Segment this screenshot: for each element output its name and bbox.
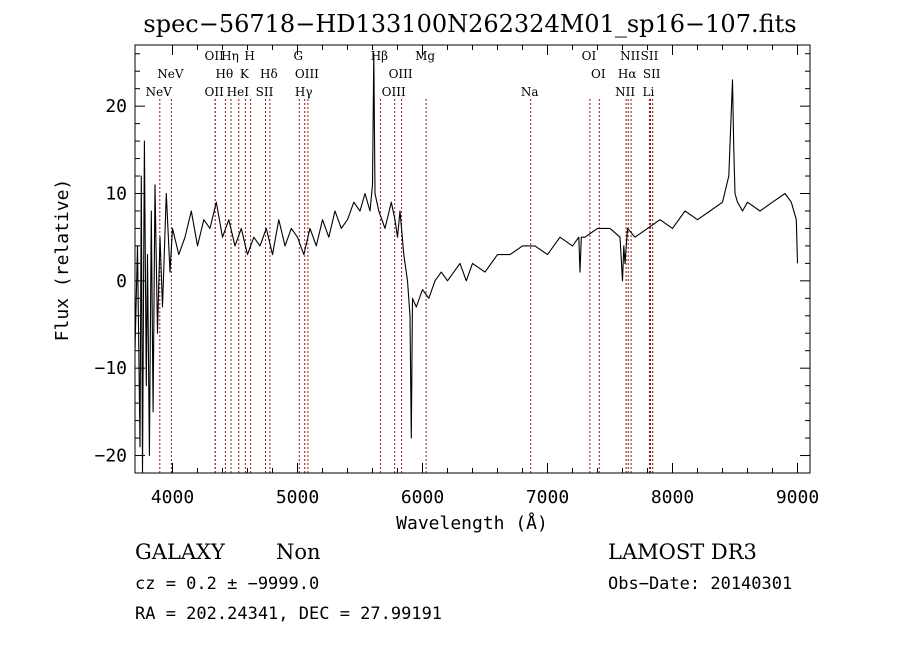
emission-line-label: NeV [146, 85, 173, 99]
emission-line-label: OI [591, 67, 606, 81]
y-axis-ticks: −20 −10 0 10 20 [94, 53, 810, 467]
emission-line-label: OIII [389, 67, 413, 81]
survey-name: LAMOST DR3 [608, 540, 757, 564]
object-subclass: Non [276, 540, 321, 564]
obs-date: Obs−Date: 20140301 [608, 574, 792, 594]
emission-line-markers [159, 99, 654, 473]
emission-line-label: OI [582, 49, 597, 63]
emission-line-labels: NeVNeVOIIOIIHηHθHKHeIHδSIIGOIIIHγHβOIIIO… [146, 49, 661, 99]
emission-line-label: Li [642, 85, 654, 99]
plot-frame [134, 44, 811, 474]
emission-line-label: HeI [227, 85, 250, 99]
emission-line-label: SII [643, 67, 661, 81]
emission-line-label: Hγ [295, 85, 313, 99]
x-tick-label: 6000 [401, 487, 444, 508]
y-tick-label: −20 [94, 446, 127, 467]
emission-line-label: OIII [382, 85, 406, 99]
y-tick-label: 10 [105, 183, 127, 204]
y-tick-label: 0 [116, 271, 127, 292]
x-tick-label: 9000 [776, 487, 819, 508]
x-axis-label: Wavelength (Å) [396, 512, 548, 534]
object-class: GALAXY [135, 540, 226, 564]
redshift-text: cz = 0.2 ± −9999.0 [135, 574, 319, 594]
emission-line-label: OIII [295, 67, 319, 81]
emission-line-label: Mg [415, 49, 435, 63]
spectrum-line [134, 53, 799, 474]
ra-dec: RA = 202.24341, DEC = 27.99191 [135, 604, 442, 624]
emission-line-label: Hα [618, 67, 637, 81]
emission-line-label: OII [205, 85, 225, 99]
emission-line-label: NII [620, 49, 640, 63]
y-tick-label: 20 [105, 96, 127, 117]
emission-line-label: OII [205, 49, 225, 63]
x-axis-ticks: 4000 5000 6000 7000 8000 9000 [151, 45, 819, 508]
emission-line-label: SII [641, 49, 659, 63]
x-tick-label: 7000 [526, 487, 569, 508]
y-tick-label: −10 [94, 358, 127, 379]
emission-line-label: Hη [221, 49, 239, 63]
emission-line-label: H [244, 49, 254, 63]
emission-line-label: Hθ [216, 67, 234, 81]
emission-line-label: NeV [157, 67, 184, 81]
x-tick-label: 8000 [651, 487, 694, 508]
emission-line-label: Hδ [260, 67, 278, 81]
emission-line-label: NII [615, 85, 635, 99]
emission-line-label: Na [521, 85, 539, 99]
x-tick-label: 5000 [276, 487, 319, 508]
y-axis-label: Flux (relative) [52, 179, 73, 342]
emission-line-label: K [240, 67, 250, 81]
emission-line-label: Hβ [371, 49, 388, 63]
chart-title: spec−56718−HD133100N262324M01_sp16−107.f… [143, 10, 796, 38]
x-tick-label: 4000 [151, 487, 194, 508]
emission-line-label: G [294, 49, 304, 63]
emission-line-label: SII [256, 85, 274, 99]
